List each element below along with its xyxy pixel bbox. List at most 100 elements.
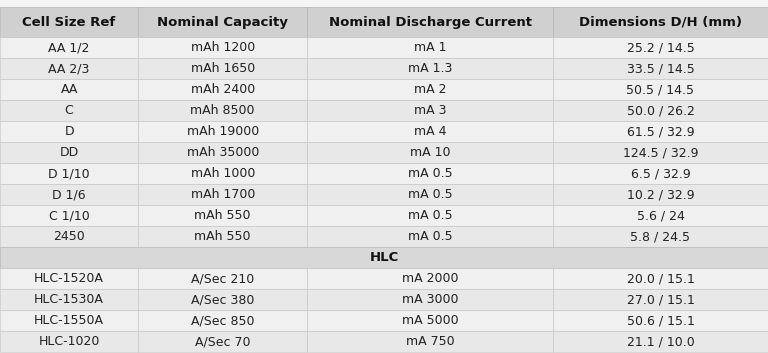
- Text: 2450: 2450: [53, 230, 85, 243]
- Text: 6.5 / 32.9: 6.5 / 32.9: [631, 167, 690, 180]
- Text: 50.0 / 26.2: 50.0 / 26.2: [627, 104, 694, 117]
- Bar: [0, 37, 138, 58]
- Bar: [307, 58, 553, 79]
- Bar: [307, 7, 553, 37]
- Bar: [307, 184, 553, 205]
- Bar: [0, 205, 138, 226]
- Bar: [0, 310, 138, 331]
- Bar: [0, 268, 138, 289]
- Bar: [553, 331, 768, 352]
- Bar: [138, 163, 307, 184]
- Bar: [138, 310, 307, 331]
- Text: mAh 1650: mAh 1650: [190, 62, 255, 75]
- Bar: [138, 226, 307, 247]
- Text: HLC-1520A: HLC-1520A: [35, 272, 104, 285]
- Bar: [553, 184, 768, 205]
- Bar: [307, 163, 553, 184]
- Bar: [307, 226, 553, 247]
- Bar: [307, 100, 553, 121]
- Text: mAh 550: mAh 550: [194, 230, 251, 243]
- Bar: [307, 268, 553, 289]
- Bar: [553, 142, 768, 163]
- Bar: [138, 310, 307, 331]
- Bar: [0, 142, 138, 163]
- Text: AA 2/3: AA 2/3: [48, 62, 90, 75]
- Bar: [138, 79, 307, 100]
- Bar: [0, 37, 138, 58]
- Bar: [307, 331, 553, 352]
- Bar: [138, 58, 307, 79]
- Bar: [0, 7, 138, 37]
- Bar: [0, 58, 138, 79]
- Text: DD: DD: [59, 146, 79, 159]
- Bar: [0, 226, 138, 247]
- Bar: [307, 184, 553, 205]
- Bar: [307, 205, 553, 226]
- Bar: [0, 163, 138, 184]
- Bar: [0, 121, 138, 142]
- Bar: [307, 226, 553, 247]
- Bar: [138, 7, 307, 37]
- Bar: [307, 331, 553, 352]
- Bar: [553, 79, 768, 100]
- Bar: [138, 226, 307, 247]
- Bar: [0, 289, 138, 310]
- Bar: [0, 79, 138, 100]
- Bar: [307, 268, 553, 289]
- Bar: [0, 331, 138, 352]
- Bar: [553, 310, 768, 331]
- Bar: [0, 247, 768, 268]
- Bar: [138, 331, 307, 352]
- Text: A/Sec 380: A/Sec 380: [191, 293, 254, 306]
- Text: mA 10: mA 10: [410, 146, 450, 159]
- Bar: [307, 79, 553, 100]
- Bar: [138, 100, 307, 121]
- Bar: [553, 142, 768, 163]
- Bar: [0, 79, 138, 100]
- Bar: [307, 142, 553, 163]
- Bar: [0, 331, 138, 352]
- Bar: [553, 289, 768, 310]
- Text: 61.5 / 32.9: 61.5 / 32.9: [627, 125, 694, 138]
- Bar: [0, 184, 138, 205]
- Text: Nominal Capacity: Nominal Capacity: [157, 16, 288, 29]
- Bar: [553, 163, 768, 184]
- Bar: [553, 7, 768, 37]
- Bar: [0, 205, 138, 226]
- Bar: [138, 184, 307, 205]
- Bar: [0, 247, 768, 268]
- Text: mA 0.5: mA 0.5: [408, 230, 452, 243]
- Text: D 1/6: D 1/6: [52, 188, 86, 201]
- Text: 10.2 / 32.9: 10.2 / 32.9: [627, 188, 694, 201]
- Text: mA 3000: mA 3000: [402, 293, 458, 306]
- Bar: [307, 37, 553, 58]
- Bar: [0, 58, 138, 79]
- Text: mA 1.3: mA 1.3: [408, 62, 452, 75]
- Bar: [553, 121, 768, 142]
- Text: HLC-1020: HLC-1020: [38, 335, 100, 348]
- Bar: [138, 142, 307, 163]
- Bar: [0, 289, 138, 310]
- Text: mAh 2400: mAh 2400: [190, 83, 255, 96]
- Bar: [307, 7, 553, 37]
- Bar: [553, 121, 768, 142]
- Bar: [307, 142, 553, 163]
- Bar: [138, 79, 307, 100]
- Text: HLC: HLC: [369, 251, 399, 264]
- Bar: [553, 226, 768, 247]
- Bar: [307, 121, 553, 142]
- Bar: [138, 289, 307, 310]
- Bar: [553, 226, 768, 247]
- Bar: [0, 184, 138, 205]
- Bar: [307, 310, 553, 331]
- Bar: [307, 37, 553, 58]
- Bar: [553, 268, 768, 289]
- Text: mA 2000: mA 2000: [402, 272, 458, 285]
- Bar: [553, 310, 768, 331]
- Bar: [138, 289, 307, 310]
- Bar: [553, 331, 768, 352]
- Text: D 1/10: D 1/10: [48, 167, 90, 180]
- Bar: [0, 226, 138, 247]
- Text: C: C: [65, 104, 74, 117]
- Bar: [307, 100, 553, 121]
